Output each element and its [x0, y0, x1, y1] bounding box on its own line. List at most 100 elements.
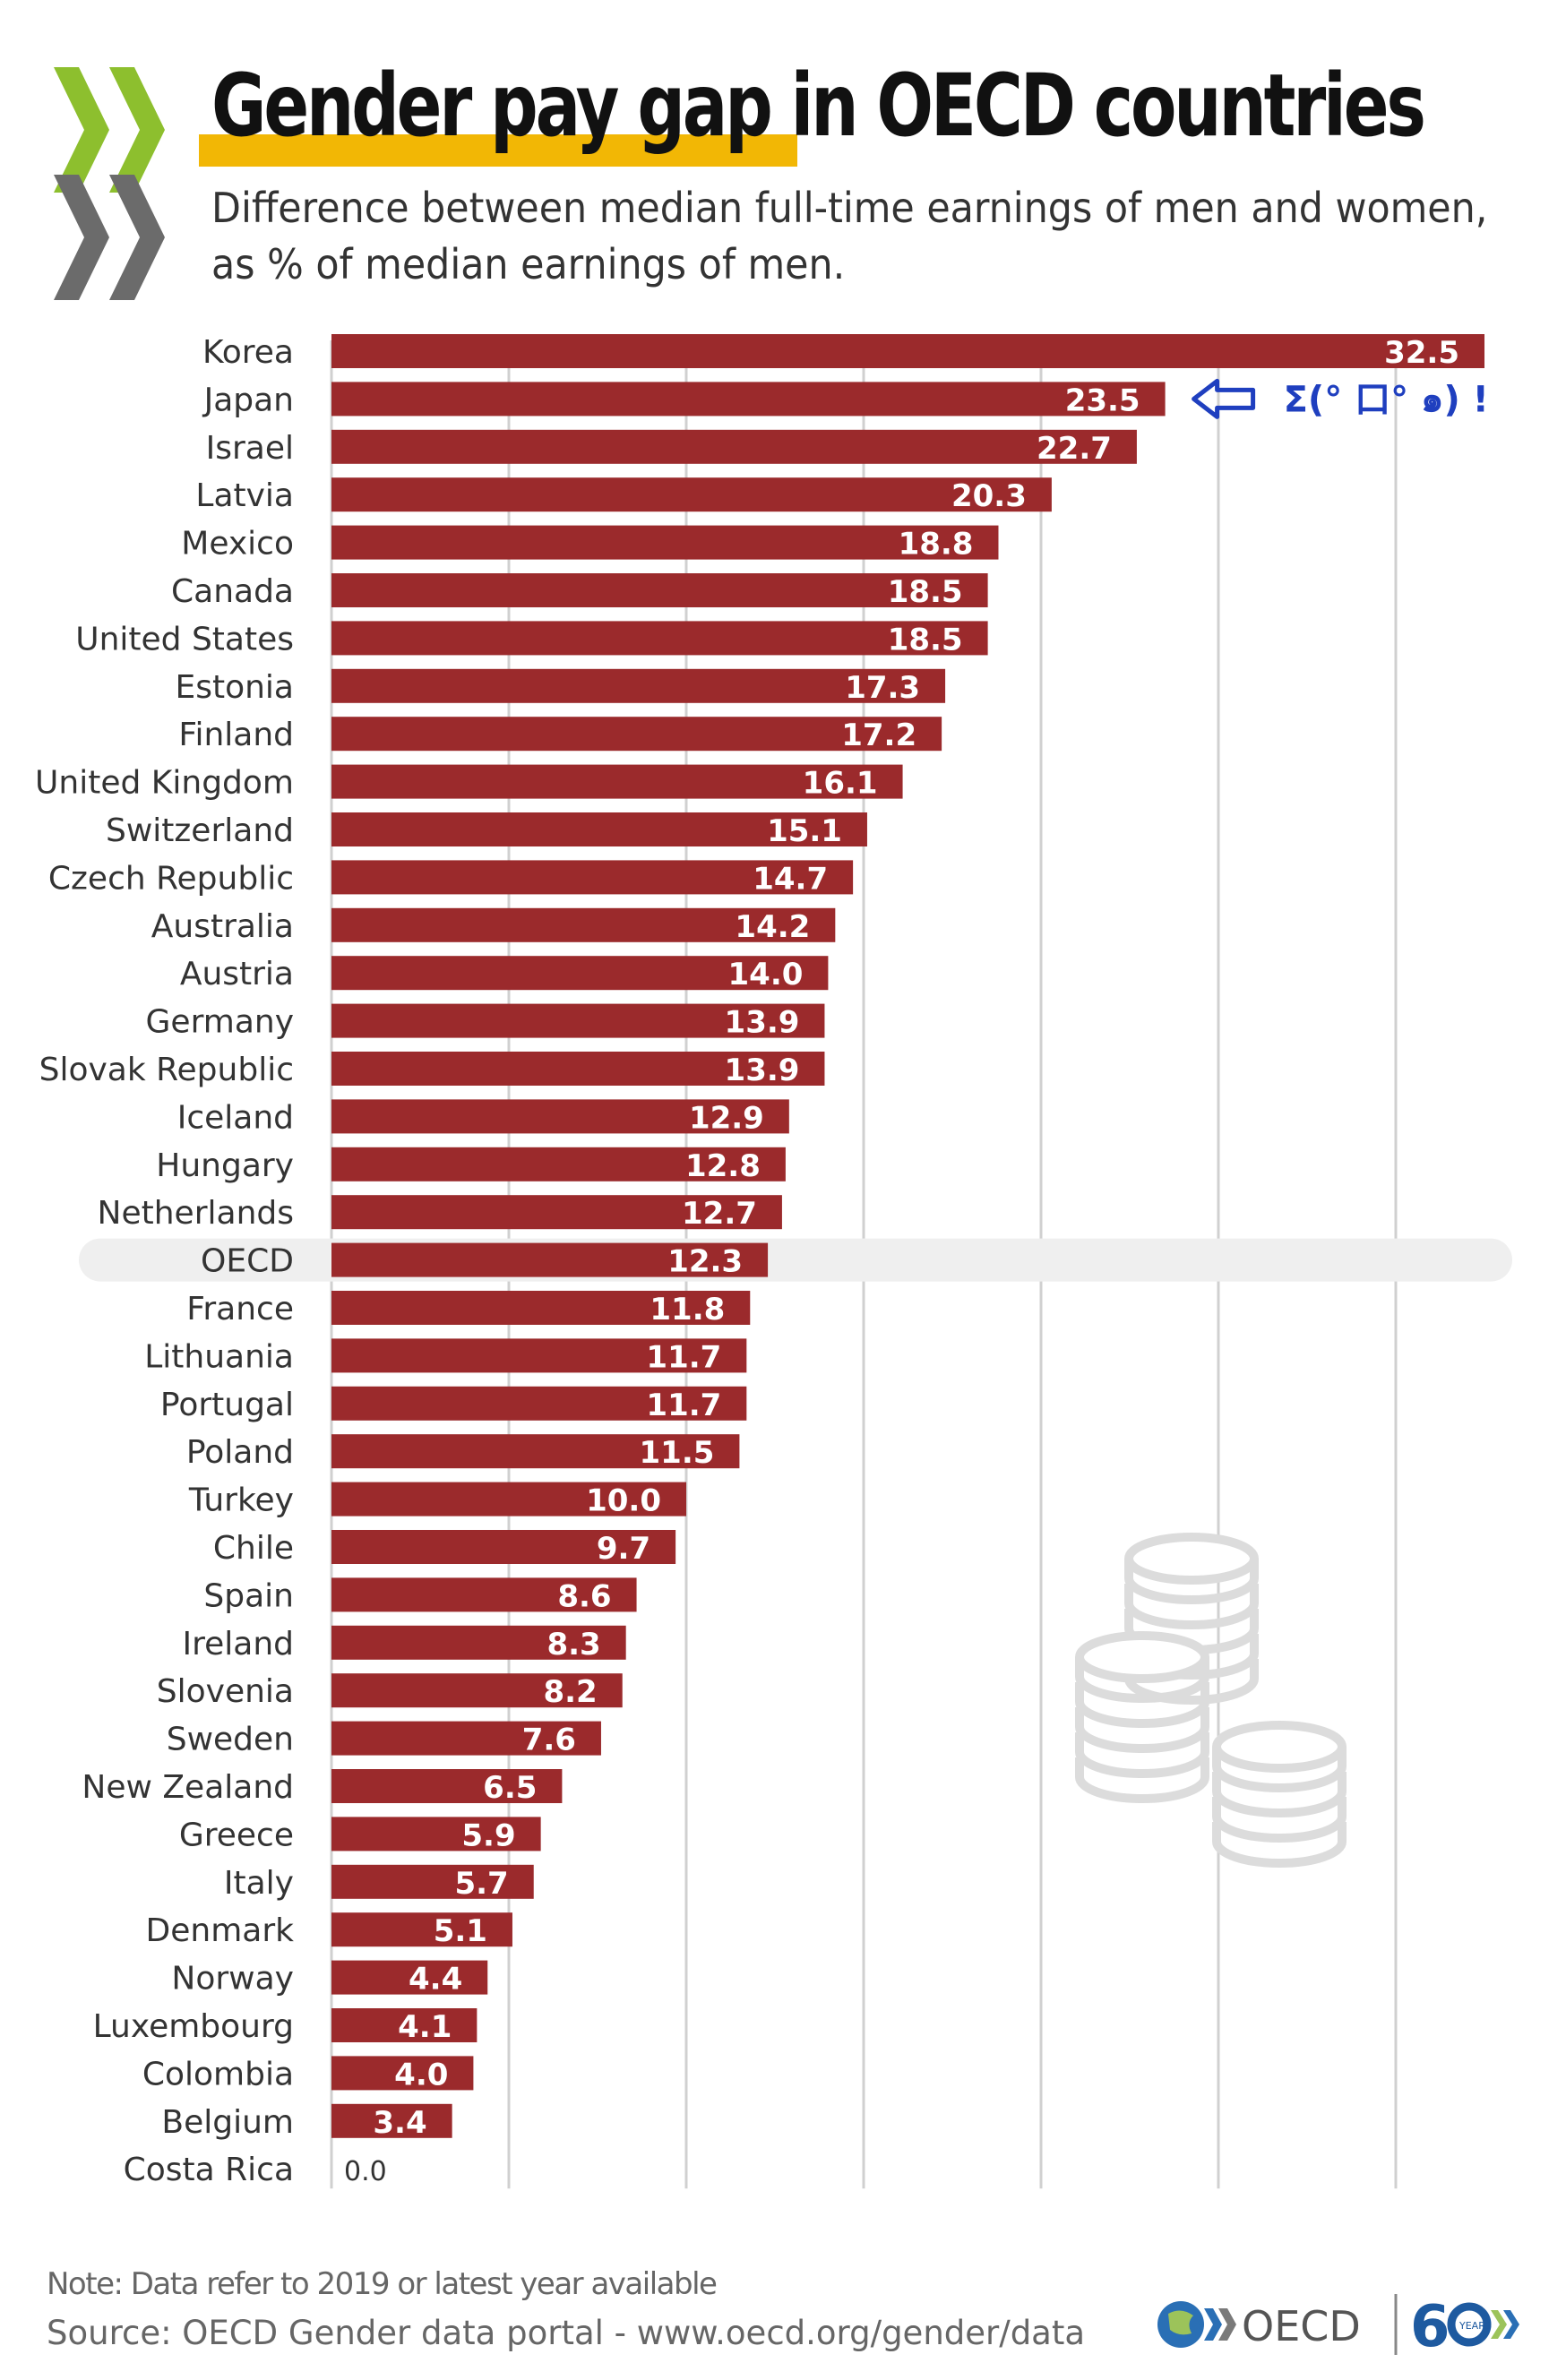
bar	[331, 477, 1052, 512]
value-label: 18.5	[888, 574, 963, 610]
bar	[331, 1625, 626, 1660]
footer-note: Note: Data refer to 2019 or latest year …	[47, 2266, 718, 2302]
bar	[331, 429, 1137, 464]
bar	[331, 764, 903, 799]
anniversary-number: 6	[1410, 2294, 1450, 2360]
bar	[331, 1673, 623, 1708]
value-label: 13.9	[725, 1053, 800, 1088]
bar	[331, 717, 942, 752]
value-label: 12.3	[667, 1244, 743, 1280]
category-label: Lithuania	[144, 1338, 294, 1375]
title-highlight-bar	[199, 134, 797, 167]
bars	[331, 334, 1484, 2138]
bar	[331, 1052, 825, 1086]
oecd-chevron-logo	[54, 67, 165, 300]
category-label: Switzerland	[106, 812, 294, 849]
value-label: 11.5	[640, 1435, 715, 1471]
value-label: 11.7	[646, 1388, 721, 1423]
japan-annotation: Σ(° 口° ๑) !	[1192, 378, 1489, 420]
category-label: Denmark	[146, 1912, 295, 1949]
category-label: Germany	[146, 1004, 294, 1041]
footer-source: Source: OECD Gender data portal - www.oe…	[47, 2314, 1086, 2352]
category-label: France	[186, 1291, 294, 1327]
category-label: United Kingdom	[35, 765, 294, 802]
category-label: Sweden	[167, 1722, 294, 1758]
bar	[331, 1386, 747, 1421]
bar	[331, 525, 999, 560]
category-label: Belgium	[161, 2104, 294, 2141]
category-label: Estonia	[175, 669, 294, 706]
oecd-60-logo: OECD 6 YEARS	[1157, 2294, 1519, 2360]
category-label: United States	[75, 621, 294, 657]
category-label: Mexico	[181, 526, 294, 563]
bar	[331, 1769, 563, 1803]
bar	[331, 1577, 637, 1612]
category-label: Finland	[178, 717, 294, 753]
value-label: 11.8	[650, 1292, 725, 1327]
value-label: 12.8	[685, 1148, 761, 1184]
bar	[331, 1960, 488, 1995]
value-label: 8.2	[543, 1674, 597, 1710]
category-label: Costa Rica	[124, 2152, 294, 2188]
category-label: Czech Republic	[48, 860, 294, 897]
category-label: Latvia	[195, 477, 294, 514]
category-label: Austria	[180, 956, 294, 992]
bar	[331, 382, 1166, 417]
value-label: 12.7	[682, 1196, 757, 1232]
category-label: New Zealand	[82, 1769, 294, 1806]
category-label: Netherlands	[98, 1195, 294, 1232]
subtitle-line-1: Difference between median full-time earn…	[211, 184, 1488, 232]
bar	[331, 2056, 474, 2091]
value-label: 5.9	[461, 1817, 515, 1853]
bar	[331, 956, 829, 991]
value-label: 5.7	[454, 1866, 508, 1902]
bar	[331, 1864, 534, 1899]
category-label: Slovak Republic	[39, 1052, 294, 1088]
value-label: 4.4	[409, 1962, 462, 1998]
page-title: Gender pay gap in OECD countries	[211, 56, 1426, 156]
value-label: 0.0	[344, 2156, 387, 2187]
annotation-text: Σ(° 口° ๑) !	[1284, 379, 1489, 420]
subtitle-line-2: as % of median earnings of men.	[211, 240, 846, 288]
value-label: 13.9	[725, 1005, 800, 1041]
value-label: 14.2	[735, 909, 810, 945]
left-arrow-icon	[1192, 378, 1256, 419]
category-label: Chile	[213, 1530, 294, 1567]
bar	[331, 668, 946, 703]
bar	[331, 573, 988, 607]
oecd-logo-text: OECD	[1242, 2302, 1361, 2350]
bar	[331, 1817, 541, 1852]
value-label: 4.1	[398, 2009, 452, 2045]
bar	[331, 1291, 751, 1325]
coins-icon	[1075, 1533, 1347, 1868]
value-label: 12.9	[689, 1100, 764, 1136]
category-label: Australia	[151, 908, 294, 945]
bar	[331, 1912, 512, 1947]
value-label: 18.5	[888, 622, 963, 657]
value-label: 3.4	[373, 2105, 426, 2141]
bar	[331, 860, 854, 895]
category-label: Slovenia	[157, 1673, 294, 1710]
value-label: 17.3	[845, 670, 920, 706]
value-label: 18.8	[899, 527, 974, 563]
category-label: Luxembourg	[93, 2008, 294, 2045]
value-label: 8.3	[546, 1627, 600, 1663]
bar	[331, 2008, 478, 2042]
category-label: Canada	[171, 573, 294, 610]
category-label: Ireland	[182, 1626, 294, 1663]
category-label: Iceland	[177, 1099, 294, 1136]
category-labels: Korea 32.5 Japan 23.5 Israel 22.7 Latvia 20.3 Me…	[35, 334, 1459, 2188]
value-label: 4.0	[394, 2057, 448, 2092]
bar	[331, 1434, 740, 1469]
category-label: Hungary	[156, 1147, 294, 1184]
bar	[331, 1003, 825, 1038]
bar-chart: Korea 32.5 Japan 23.5 Israel 22.7 Latvia 20.3 Me…	[35, 334, 1512, 2189]
category-label: OECD	[201, 1243, 294, 1280]
highlight-row	[79, 1238, 1512, 1282]
category-label: Korea	[202, 334, 294, 371]
bar	[331, 907, 836, 942]
bar	[331, 1482, 686, 1516]
value-label: 8.6	[557, 1578, 611, 1614]
bar	[331, 1195, 782, 1230]
bar	[331, 1721, 601, 1756]
